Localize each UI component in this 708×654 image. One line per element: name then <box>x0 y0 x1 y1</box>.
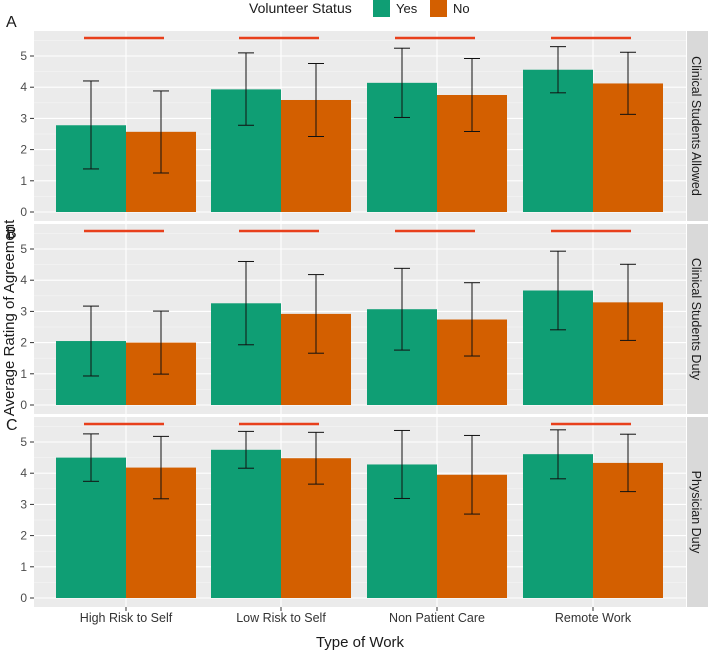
legend: Volunteer Status Yes No <box>249 0 470 17</box>
legend-swatch-yes <box>373 0 390 17</box>
y-tick-label: 4 <box>20 80 27 94</box>
y-tick-label: 5 <box>20 49 27 63</box>
y-tick-label: 4 <box>20 466 27 480</box>
y-tick-label: 1 <box>20 174 27 188</box>
x-tick-label-low-risk: Low Risk to Self <box>236 611 326 625</box>
y-tick-label: 5 <box>20 242 27 256</box>
y-tick-label: 2 <box>20 529 27 543</box>
y-tick-label: 1 <box>20 367 27 381</box>
x-tick-label-remote: Remote Work <box>555 611 632 625</box>
y-tick-label: 3 <box>20 497 27 511</box>
y-tick-label: 0 <box>20 591 27 605</box>
panel-c-letter: C <box>6 417 18 434</box>
x-axis-title: Type of Work <box>316 634 405 651</box>
y-tick-label: 4 <box>20 273 27 287</box>
legend-swatch-no <box>430 0 447 17</box>
panel-b-strip <box>687 224 708 414</box>
panel-a-letter: A <box>6 14 17 31</box>
y-tick-label: 3 <box>20 304 27 318</box>
panel-b-strip-label: Clinical Students Duty <box>689 258 703 381</box>
bar-yes <box>211 449 281 598</box>
panel-c-y-ticks: 0 1 2 3 4 5 <box>20 435 27 605</box>
x-tick-label-non-patient: Non Patient Care <box>389 611 485 625</box>
panel-b-y-ticks: 0 1 2 3 4 5 <box>20 242 27 412</box>
y-tick-label: 1 <box>20 560 27 574</box>
x-axis: High Risk to Self Low Risk to Self Non P… <box>80 611 632 651</box>
panel-a-strip <box>687 31 708 221</box>
panel-c-strip <box>687 417 708 607</box>
y-tick-label: 0 <box>20 398 27 412</box>
panel-a-y-ticks: 0 1 2 3 4 5 <box>20 49 27 219</box>
y-tick-label: 3 <box>20 111 27 125</box>
legend-label-yes: Yes <box>396 1 418 16</box>
y-tick-label: 2 <box>20 143 27 157</box>
legend-label-no: No <box>453 1 470 16</box>
y-axis-title: Average Rating of Agreement <box>1 219 18 416</box>
legend-title: Volunteer Status <box>249 0 352 16</box>
bar-yes <box>523 69 593 212</box>
chart-marks <box>30 31 686 611</box>
panel-a-strip-label: Clinical Students Allowed <box>689 56 703 196</box>
x-tick-label-high-risk: High Risk to Self <box>80 611 173 625</box>
panel-b-letter: B <box>6 225 17 242</box>
y-tick-label: 0 <box>20 205 27 219</box>
y-tick-label: 5 <box>20 435 27 449</box>
y-tick-label: 2 <box>20 336 27 350</box>
panel-c-strip-label: Physician Duty <box>689 471 703 554</box>
